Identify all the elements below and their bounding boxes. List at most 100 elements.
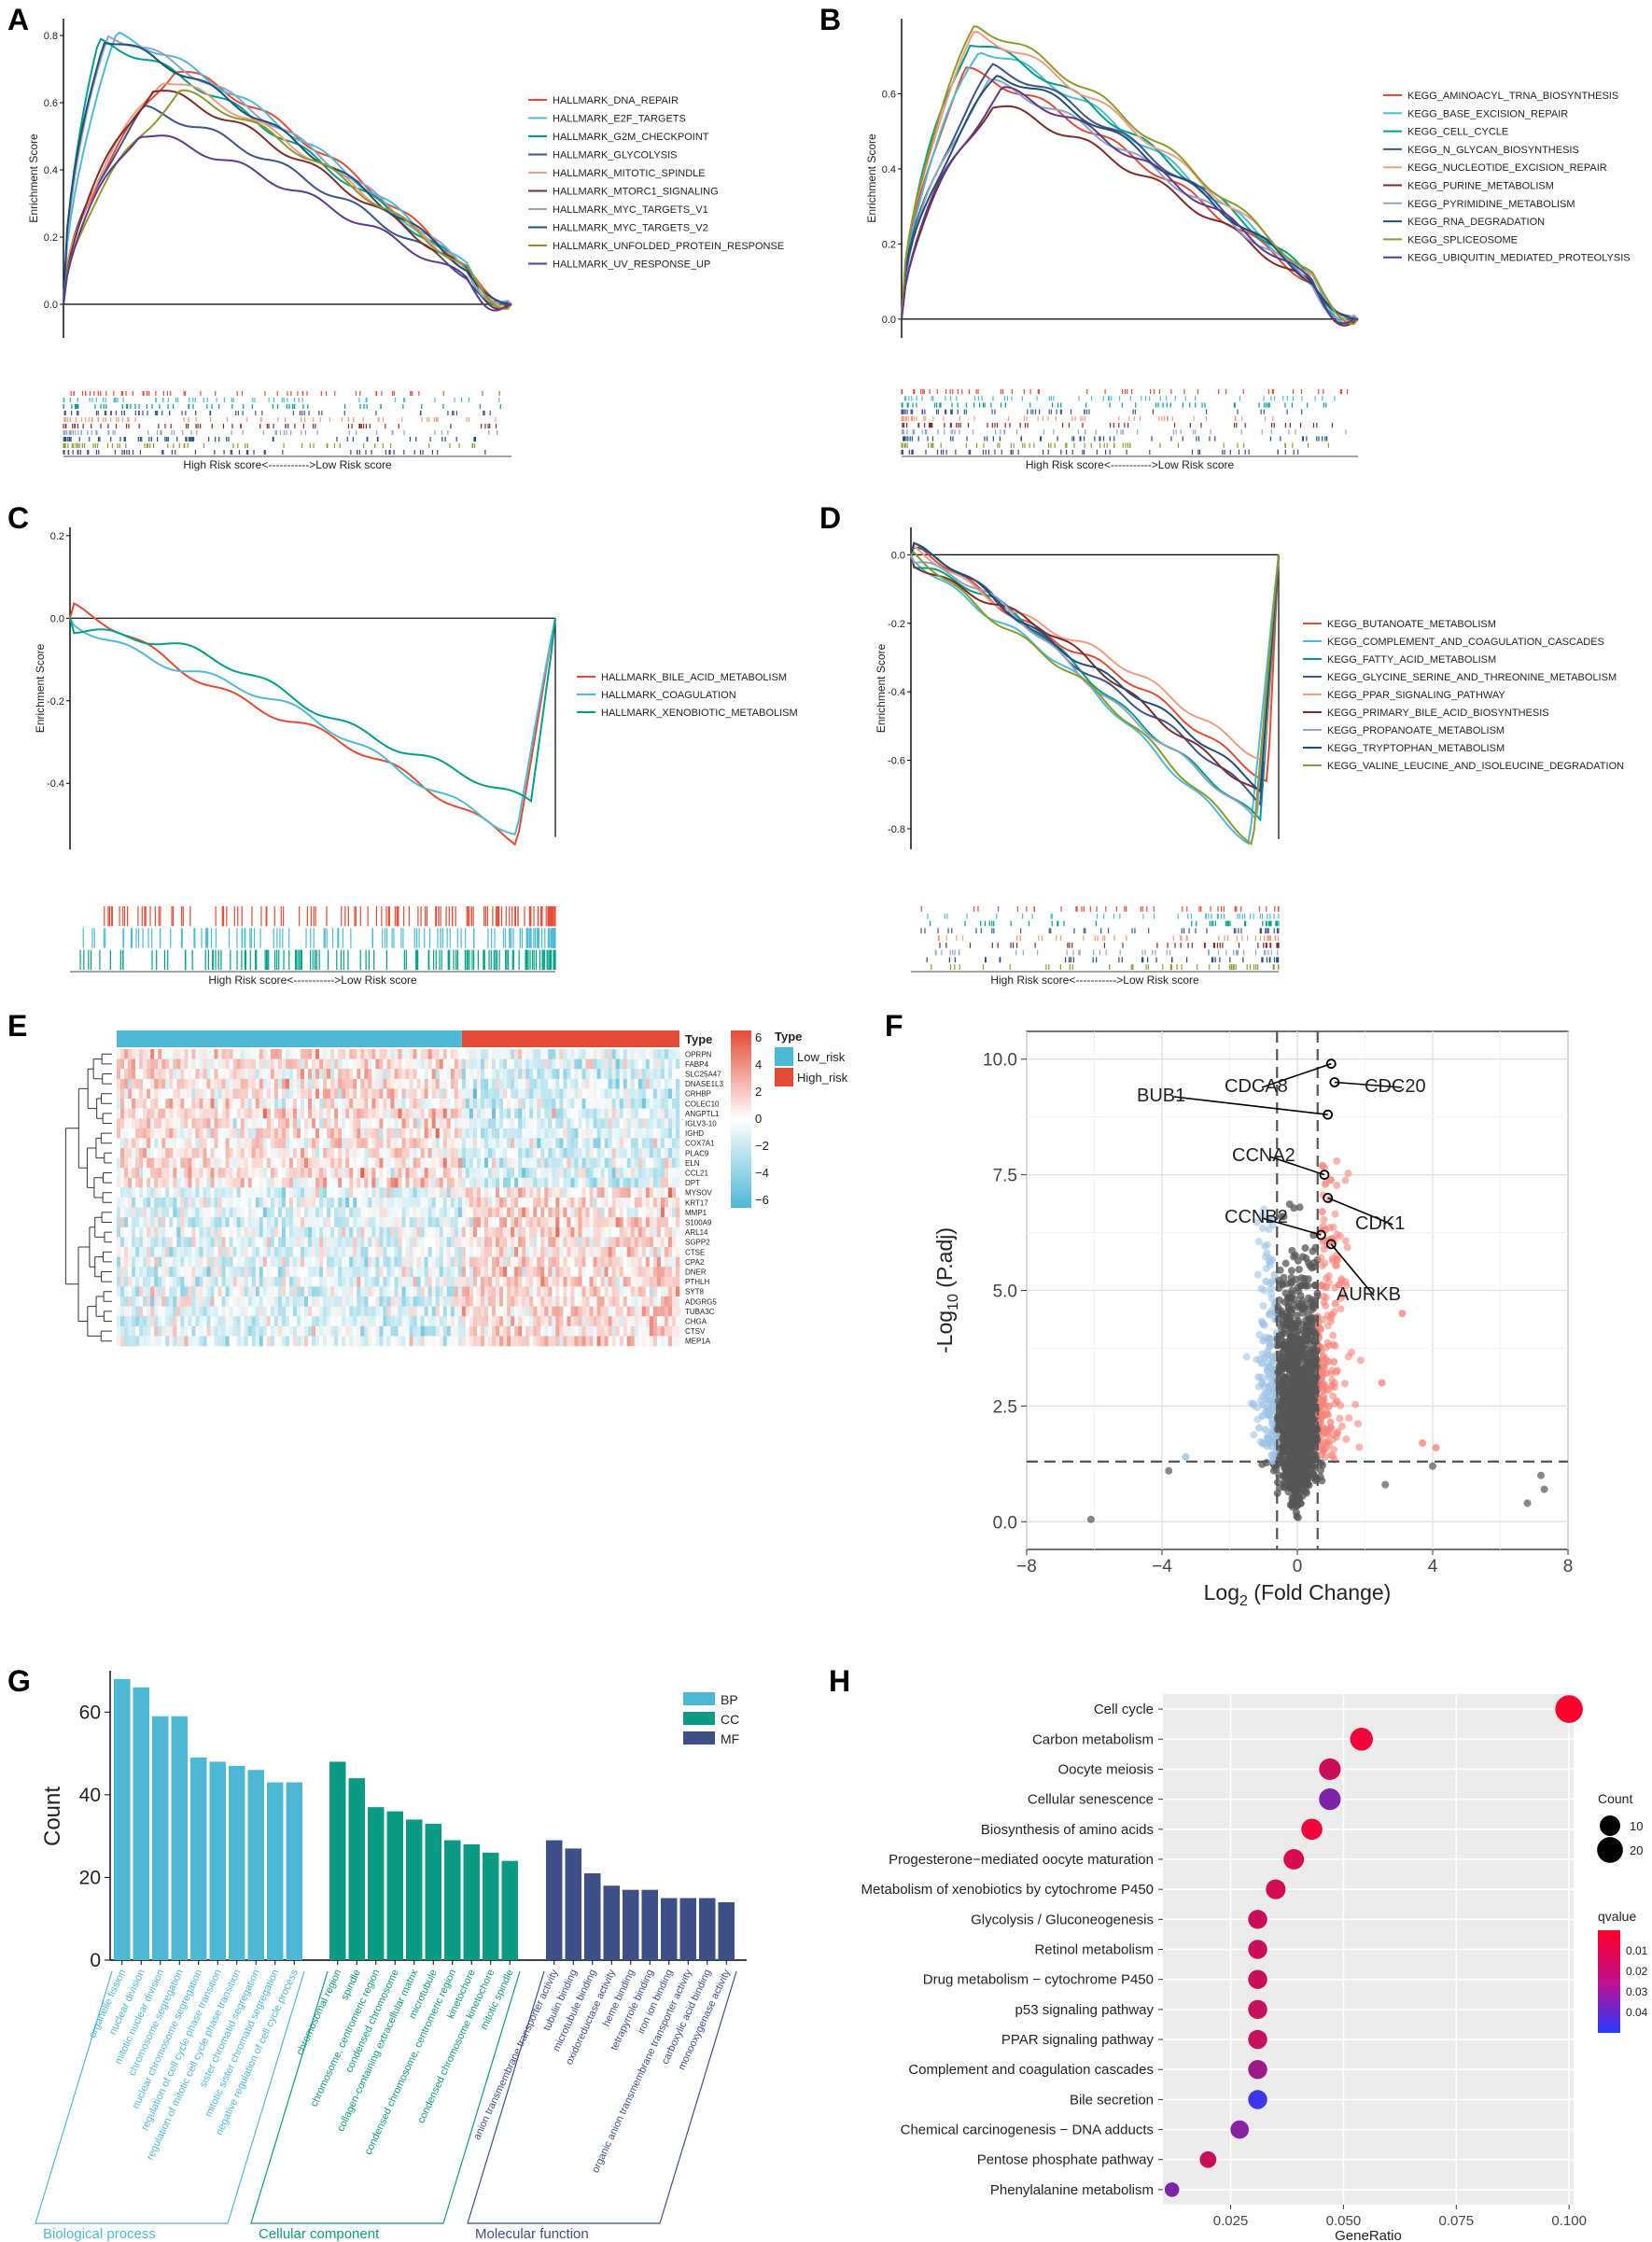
heatmap-cell	[420, 1078, 425, 1089]
heatmap-cell	[308, 1049, 313, 1059]
heatmap-cell	[514, 1069, 519, 1080]
heatmap-cell	[270, 1148, 275, 1158]
heatmap-cell	[349, 1078, 354, 1089]
heatmap-cell	[353, 1069, 357, 1080]
heatmap-cell	[424, 1226, 428, 1238]
heatmap-cell	[581, 1108, 586, 1119]
heatmap-cell	[585, 1128, 590, 1139]
heatmap-cell	[439, 1187, 444, 1198]
heatmap-cell	[195, 1157, 200, 1169]
heatmap-cell	[210, 1168, 215, 1179]
heatmap-cell	[499, 1198, 504, 1208]
heatmap-cell	[368, 1157, 372, 1169]
heatmap-cell	[338, 1088, 343, 1100]
heatmap-cell	[277, 1138, 283, 1149]
heatmap-cell	[300, 1088, 305, 1100]
heatmap-cell	[251, 1168, 257, 1179]
heatmap-cell	[442, 1177, 448, 1188]
heatmap-row	[117, 1177, 680, 1188]
heatmap-cell	[626, 1099, 632, 1109]
heatmap-cell	[615, 1226, 620, 1238]
heatmap-cell	[413, 1138, 417, 1149]
heatmap-cell	[623, 1108, 628, 1119]
heatmap-cell	[442, 1148, 448, 1158]
heatmap-cell	[623, 1217, 628, 1228]
heatmap-cell	[300, 1157, 305, 1169]
heatmap-cell	[288, 1148, 294, 1158]
heatmap-cell	[559, 1207, 564, 1218]
heatmap-cell	[514, 1108, 519, 1119]
heatmap-cell	[492, 1177, 497, 1188]
heatmap-cell	[247, 1138, 253, 1149]
heatmap-cell	[353, 1088, 357, 1100]
heatmap-cell	[312, 1168, 316, 1179]
heatmap-cell	[511, 1198, 515, 1208]
heatmap-cell	[457, 1088, 463, 1100]
heatmap-cell	[652, 1148, 658, 1158]
heatmap-cell	[327, 1118, 331, 1129]
heatmap-cell	[664, 1058, 669, 1070]
heatmap-cell	[522, 1078, 526, 1089]
heatmap-cell	[514, 1148, 519, 1158]
heatmap-cell	[117, 1078, 121, 1089]
heatmap-cell	[124, 1099, 129, 1109]
heatmap-cell	[262, 1069, 268, 1080]
heatmap-cell	[529, 1217, 534, 1228]
heatmap-cell	[304, 1099, 309, 1109]
heatmap-cell	[199, 1198, 203, 1208]
heatmap-cell	[184, 1058, 189, 1070]
heatmap-cell	[285, 1198, 290, 1208]
heatmap-cell	[296, 1049, 301, 1059]
heatmap-cell	[593, 1099, 597, 1109]
heatmap-cell	[188, 1217, 192, 1228]
heatmap-cell	[169, 1049, 174, 1059]
heatmap-cell	[522, 1237, 526, 1248]
heatmap-cell	[251, 1138, 257, 1149]
heatmap-cell	[652, 1226, 658, 1238]
heatmap-cell	[176, 1099, 181, 1109]
heatmap-cell	[439, 1198, 444, 1208]
heatmap-cell	[398, 1177, 402, 1188]
heatmap-cell	[371, 1088, 376, 1100]
heatmap-cell	[611, 1148, 616, 1158]
heatmap-cell	[641, 1099, 647, 1109]
heatmap-cell	[394, 1187, 399, 1198]
heatmap-cell	[232, 1118, 237, 1129]
heatmap-cell	[312, 1157, 316, 1169]
heatmap-cell	[319, 1088, 324, 1100]
heatmap-cell	[180, 1168, 185, 1179]
heatmap-cell	[507, 1237, 511, 1248]
heatmap-cell	[327, 1198, 331, 1208]
heatmap-cell	[150, 1207, 155, 1218]
heatmap-cell	[608, 1168, 612, 1179]
heatmap-cell	[596, 1177, 601, 1188]
heatmap-cell	[472, 1148, 478, 1158]
es-curve-KEGG_UBIQUITIN_MEDIATED_PROTEOLYSIS	[901, 86, 1359, 325]
heatmap-cell	[548, 1237, 553, 1248]
heatmap-cell	[150, 1217, 155, 1228]
heatmap-cell	[511, 1069, 515, 1080]
gene-label: S100A9	[685, 1219, 712, 1227]
heatmap-cell	[158, 1058, 162, 1070]
heatmap-cell	[349, 1138, 354, 1149]
heatmap-cell	[154, 1078, 159, 1089]
heatmap-cell	[427, 1078, 432, 1089]
heatmap-cell	[270, 1099, 275, 1109]
heatmap-cell	[641, 1078, 647, 1089]
heatmap-cell	[469, 1217, 474, 1228]
heatmap-cell	[158, 1118, 162, 1129]
heatmap-cell	[236, 1118, 241, 1129]
heatmap-cell	[559, 1226, 564, 1238]
heatmap-cell	[327, 1078, 331, 1089]
heatmap-cell	[626, 1157, 632, 1169]
gene-label: CRHBP	[685, 1090, 711, 1099]
heatmap-cell	[188, 1108, 192, 1119]
heatmap-cell	[277, 1237, 283, 1248]
heatmap-cell	[229, 1157, 233, 1169]
heatmap-cell	[552, 1049, 556, 1059]
heatmap-cell	[255, 1118, 260, 1129]
heatmap-cell	[259, 1108, 264, 1119]
heatmap-cell	[435, 1148, 441, 1158]
heatmap-cell	[191, 1207, 196, 1218]
heatmap-cell	[446, 1078, 452, 1089]
